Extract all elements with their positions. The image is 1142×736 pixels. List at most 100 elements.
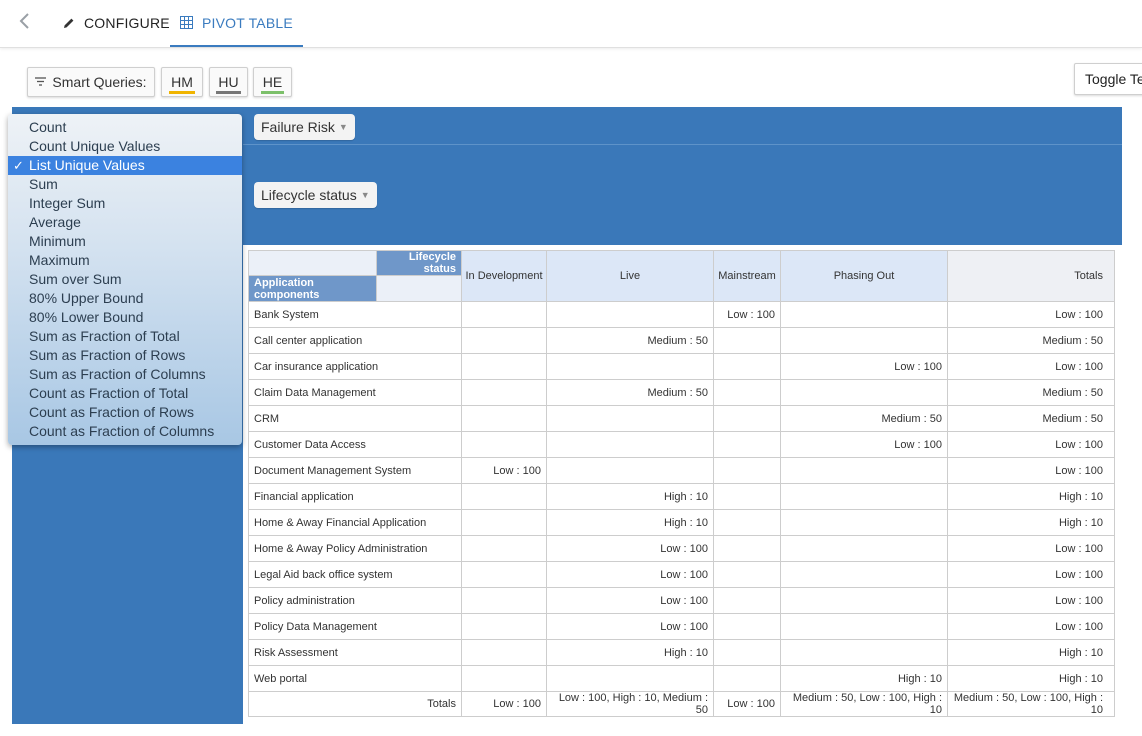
table-cell: Low : 100 <box>461 457 547 484</box>
table-cell <box>461 327 547 354</box>
table-cell <box>713 613 781 640</box>
table-cell <box>780 561 948 588</box>
table-cell <box>713 665 781 692</box>
aggregator-option[interactable]: Maximum <box>29 252 90 268</box>
row-label: Policy administration <box>248 587 462 614</box>
table-cell <box>780 457 948 484</box>
table-cell: Low : 100 <box>780 353 948 380</box>
table-row: Car insurance application Low : 100 Low : … <box>248 353 1115 380</box>
column-header: In Development <box>461 250 547 302</box>
row-total-cell: Low : 100 <box>947 431 1115 458</box>
pivot-area-divider <box>243 144 1122 145</box>
aggregator-option[interactable]: Count <box>29 119 67 135</box>
smart-query-hm-button[interactable]: HM <box>161 67 203 97</box>
smart-queries-button[interactable]: Smart Queries: <box>27 67 155 97</box>
table-cell <box>461 483 547 510</box>
table-cell <box>461 561 547 588</box>
aggregator-option[interactable]: Sum <box>29 176 58 192</box>
smart-query-hu-button[interactable]: HU <box>209 67 248 97</box>
table-cell <box>780 327 948 354</box>
aggregator-option[interactable]: Count as Fraction of Total <box>29 385 189 401</box>
aggregator-option[interactable]: Sum over Sum <box>29 271 122 287</box>
table-cell <box>780 639 948 666</box>
column-total-cell: Low : 100 <box>461 691 547 717</box>
row-label: Legal Aid back office system <box>248 561 462 588</box>
table-cell: Low : 100 <box>546 613 714 640</box>
attribute-pill-failure-risk[interactable]: Failure Risk ▼ <box>254 114 355 140</box>
pivot-column-drop-area <box>243 107 1122 245</box>
aggregator-option[interactable]: Average <box>29 214 81 230</box>
table-cell <box>461 639 547 666</box>
grand-total-cell: Medium : 50, Low : 100, High : 10 <box>947 691 1115 717</box>
table-cell <box>461 353 547 380</box>
smart-query-hu-label: HU <box>216 74 241 94</box>
table-cell: High : 10 <box>546 509 714 536</box>
row-label: Claim Data Management <box>248 379 462 406</box>
table-cell <box>780 509 948 536</box>
table-row: Home & Away Policy Administration Low : 1… <box>248 535 1115 562</box>
table-cell <box>780 535 948 562</box>
row-total-cell: High : 10 <box>947 483 1115 510</box>
row-attribute-spacer <box>376 275 462 302</box>
row-label: Call center application <box>248 327 462 354</box>
row-label: Risk Assessment <box>248 639 462 666</box>
column-attribute-header: Lifecycle status <box>376 250 462 276</box>
totals-column-header: Totals <box>947 250 1115 302</box>
row-label: Document Management System <box>248 457 462 484</box>
table-corner <box>248 250 377 276</box>
table-cell: Low : 100 <box>713 301 781 328</box>
row-label: Car insurance application <box>248 353 462 380</box>
row-total-cell: High : 10 <box>947 509 1115 536</box>
filter-icon <box>35 75 47 89</box>
table-row: Home & Away Financial Application High : … <box>248 509 1115 536</box>
table-cell <box>461 613 547 640</box>
table-cell <box>713 509 781 536</box>
row-label: Web portal <box>248 665 462 692</box>
aggregator-dropdown[interactable]: Count Count Unique Values ✓ List Unique V… <box>8 114 242 445</box>
tab-pivot-table[interactable]: PIVOT TABLE <box>170 0 303 47</box>
tab-configure[interactable]: CONFIGURE <box>62 0 170 46</box>
aggregator-option[interactable]: Minimum <box>29 233 86 249</box>
table-row: Document Management System Low : 100 Low :… <box>248 457 1115 484</box>
aggregator-option[interactable]: Sum as Fraction of Columns <box>29 366 206 382</box>
table-row: Policy administration Low : 100 Low : 100 <box>248 587 1115 614</box>
table-cell: Medium : 50 <box>546 379 714 406</box>
table-row: Claim Data Management Medium : 50 Medium :… <box>248 379 1115 406</box>
table-cell <box>461 405 547 432</box>
table-row: Risk Assessment High : 10 High : 10 <box>248 639 1115 666</box>
aggregator-option[interactable]: 80% Upper Bound <box>29 290 144 306</box>
table-cell <box>461 509 547 536</box>
row-label: Financial application <box>248 483 462 510</box>
column-total-cell: Low : 100, High : 10, Medium : 50 <box>546 691 714 717</box>
table-cell: Medium : 50 <box>546 327 714 354</box>
table-row: Financial application High : 10 High : 10 <box>248 483 1115 510</box>
aggregator-option[interactable]: Sum as Fraction of Rows <box>29 347 186 363</box>
smart-query-hm-label: HM <box>169 74 195 94</box>
table-row: Policy Data Management Low : 100 Low : 100 <box>248 613 1115 640</box>
aggregator-option[interactable]: 80% Lower Bound <box>29 309 144 325</box>
pencil-icon <box>62 16 76 30</box>
column-header: Mainstream <box>713 250 781 302</box>
aggregator-option-selected[interactable]: ✓ List Unique Values <box>8 156 242 175</box>
smart-query-he-button[interactable]: HE <box>253 67 292 97</box>
row-label: Customer Data Access <box>248 431 462 458</box>
table-row: CRM Medium : 50 Medium : 50 <box>248 405 1115 432</box>
toggle-button[interactable]: Toggle Te <box>1074 63 1142 95</box>
row-total-cell: Medium : 50 <box>947 405 1115 432</box>
aggregator-option[interactable]: Count as Fraction of Columns <box>29 423 215 439</box>
table-cell <box>713 535 781 562</box>
aggregator-option[interactable]: Sum as Fraction of Total <box>29 328 180 344</box>
chevron-left-icon[interactable] <box>18 11 38 35</box>
aggregator-option[interactable]: Count as Fraction of Rows <box>29 404 194 420</box>
aggregator-option[interactable]: Count Unique Values <box>29 138 161 154</box>
table-cell <box>713 327 781 354</box>
table-cell <box>780 613 948 640</box>
table-cell <box>713 379 781 406</box>
aggregator-option[interactable]: Integer Sum <box>29 195 106 211</box>
row-total-cell: High : 10 <box>947 639 1115 666</box>
row-total-cell: Low : 100 <box>947 535 1115 562</box>
row-total-cell: Low : 100 <box>947 353 1115 380</box>
table-cell <box>461 587 547 614</box>
attribute-pill-lifecycle-status[interactable]: Lifecycle status ▼ <box>254 182 377 208</box>
caret-down-icon: ▼ <box>338 122 348 132</box>
